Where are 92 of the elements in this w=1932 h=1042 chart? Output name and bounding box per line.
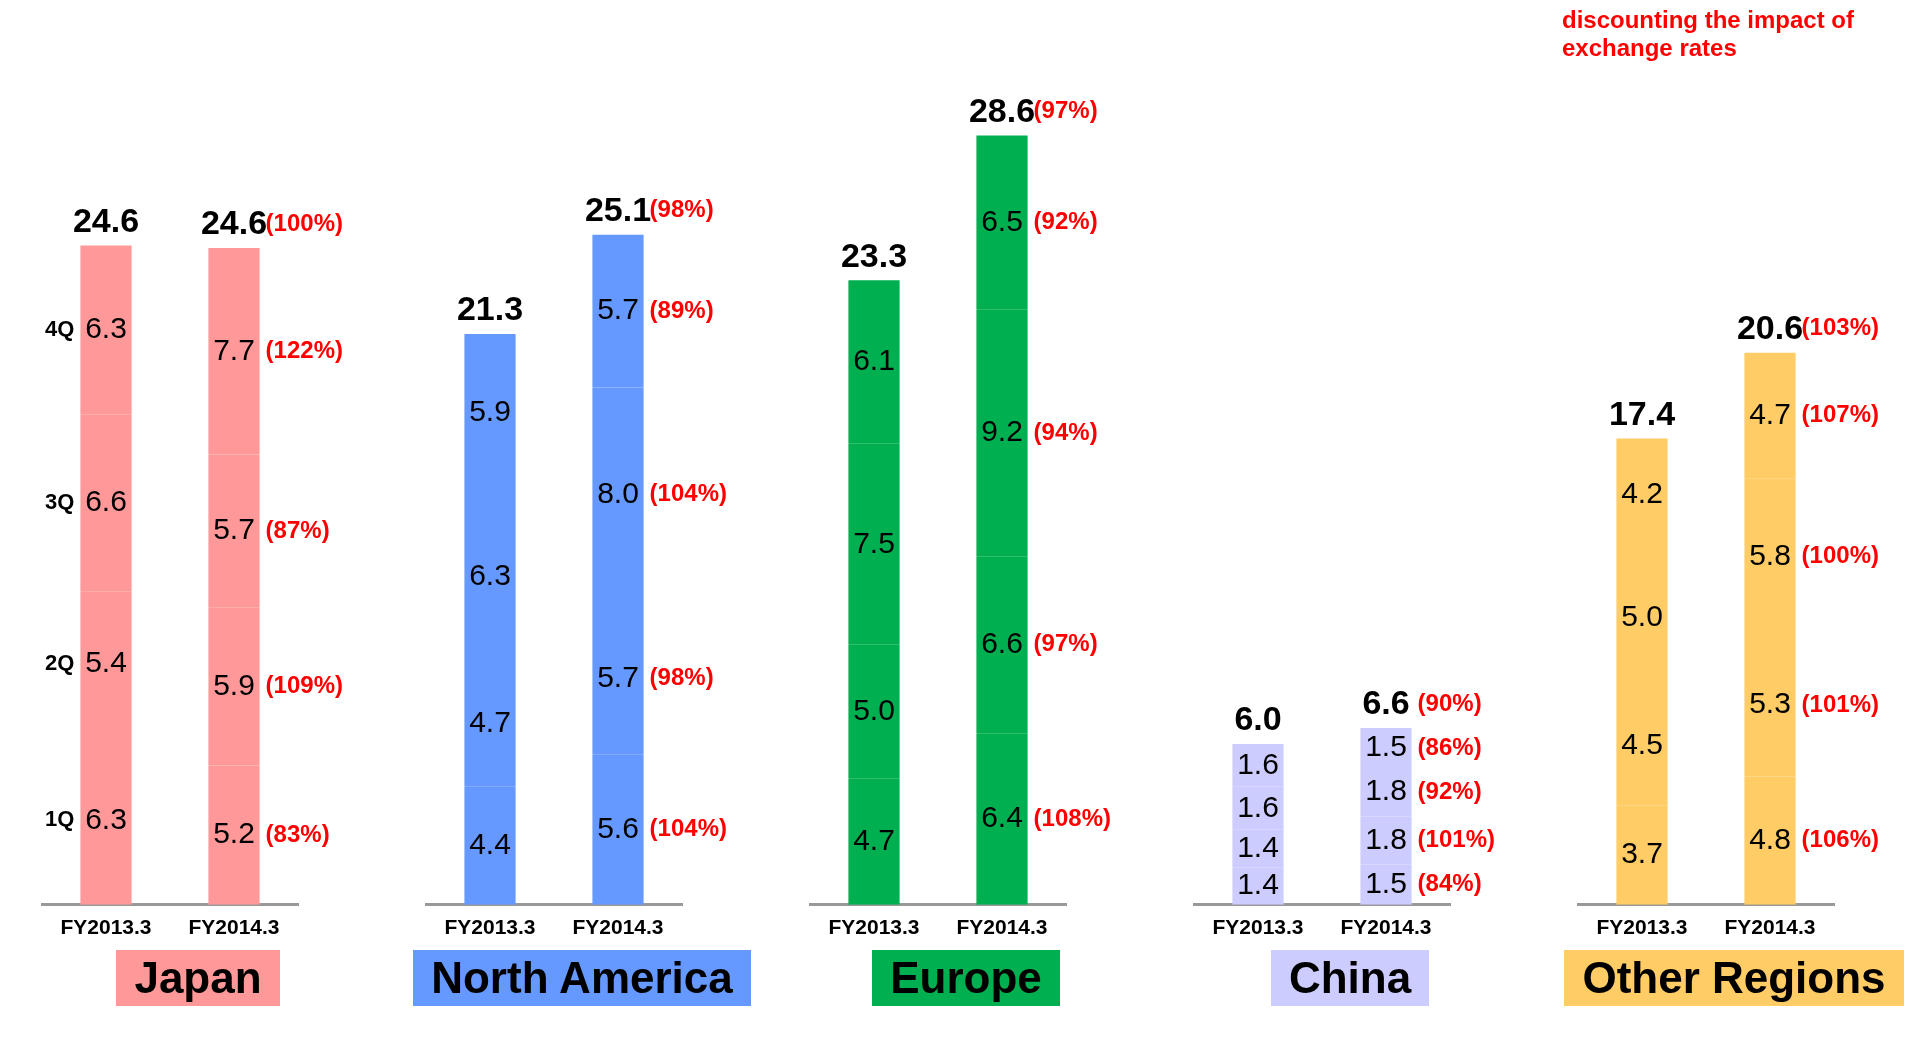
data-label: 3.7: [1621, 836, 1663, 870]
annotation: (109%): [265, 670, 343, 698]
total-label: 24.6: [72, 200, 140, 239]
data-label: 9.2: [981, 414, 1023, 448]
data-label: 5.0: [1621, 599, 1663, 633]
total-label: 17.4: [1608, 393, 1676, 432]
data-label: 5.7: [597, 659, 639, 693]
data-label: 6.3: [469, 557, 511, 591]
annotation: (86%): [1417, 732, 1482, 760]
total-label: 23.3: [840, 235, 908, 274]
data-label: 5.7: [597, 292, 639, 326]
data-label: 6.5: [981, 203, 1023, 237]
data-label: 5.7: [213, 512, 255, 546]
annotation: (101%): [1417, 825, 1495, 853]
x-tick-label: FY2013.3: [1596, 915, 1688, 939]
data-label: 1.5: [1365, 865, 1407, 899]
x-tick-label: FY2014.3: [1724, 915, 1816, 939]
annotation: (98%): [649, 662, 714, 690]
x-tick-label: FY2014.3: [188, 915, 280, 939]
data-label: 6.6: [981, 626, 1023, 660]
annotation: (94%): [1033, 417, 1098, 445]
text: China: [1270, 950, 1430, 1006]
text: (90%): [1417, 688, 1482, 716]
data-label: 4.8: [1749, 821, 1791, 855]
data-label: 8.0: [597, 475, 639, 509]
series-label: 2Q: [45, 649, 75, 675]
data-label: 6.4: [981, 800, 1023, 834]
series-label: 3Q: [45, 488, 75, 514]
data-label: 4.7: [469, 705, 511, 739]
data-label: 1.8: [1365, 773, 1407, 807]
total-label: 21.3: [456, 289, 524, 328]
x-tick-label: FY2013.3: [444, 915, 536, 939]
x-tick-label: FY2014.3: [1340, 915, 1432, 939]
annotation: (106%): [1801, 825, 1879, 853]
annotation: (84%): [1417, 869, 1482, 897]
annotation: (100%): [1801, 540, 1879, 568]
data-label: 7.7: [213, 332, 255, 366]
text: (97%): [1033, 96, 1098, 124]
data-label: 4.7: [1749, 396, 1791, 430]
data-label: 6.6: [85, 484, 127, 518]
total-label: 6.6: [1362, 683, 1410, 722]
annotation: (92%): [1033, 207, 1098, 235]
x-tick-label: FY2014.3: [572, 915, 664, 939]
x-tick-label: FY2013.3: [1212, 915, 1304, 939]
annotation: (101%): [1801, 689, 1879, 717]
total-label: 6.0: [1234, 699, 1282, 738]
data-label: 5.3: [1749, 686, 1791, 720]
data-label: 5.4: [85, 644, 127, 678]
annotation: (104%): [649, 814, 727, 842]
annotation: (97%): [1033, 629, 1098, 657]
data-label: 5.9: [213, 667, 255, 701]
data-label: 1.8: [1365, 821, 1407, 855]
data-label: 4.5: [1621, 726, 1663, 760]
text: (98%): [649, 195, 714, 223]
data-label: 4.4: [469, 827, 511, 861]
data-label: 5.2: [213, 816, 255, 850]
x-tick-label: FY2013.3: [60, 915, 152, 939]
annotation: (104%): [649, 479, 727, 507]
data-label: 1.4: [1237, 867, 1279, 901]
data-label: 1.4: [1237, 829, 1279, 863]
text: Europe: [872, 950, 1060, 1006]
data-label: 6.3: [85, 801, 127, 835]
annotation: (83%): [265, 819, 330, 847]
series-label: 4Q: [45, 315, 75, 341]
text: Japan: [116, 950, 280, 1006]
data-label: 1.6: [1237, 789, 1279, 823]
data-label: 5.0: [853, 693, 895, 727]
data-label: 6.1: [853, 343, 895, 377]
data-label: 4.2: [1621, 475, 1663, 509]
annotation: (89%): [649, 295, 714, 323]
text: (103%): [1801, 313, 1879, 341]
chart-subtitle: discounting the impact of exchange rates: [1562, 5, 1855, 62]
annotation: (92%): [1417, 776, 1482, 804]
data-label: 7.5: [853, 525, 895, 559]
data-label: 1.5: [1365, 729, 1407, 763]
series-label: 1Q: [45, 806, 75, 832]
annotation: (87%): [265, 515, 330, 543]
x-tick-label: FY2013.3: [828, 915, 920, 939]
data-label: 5.6: [597, 811, 639, 845]
annotation: (122%): [265, 335, 343, 363]
text: Other Regions: [1564, 950, 1904, 1006]
total-label: 25.1: [584, 190, 652, 229]
data-label: 4.7: [853, 823, 895, 857]
data-label: 5.9: [469, 394, 511, 428]
text: (100%): [265, 208, 343, 236]
data-label: 6.3: [85, 311, 127, 345]
text: North America: [413, 950, 751, 1006]
data-label: 5.8: [1749, 537, 1791, 571]
data-label: 1.6: [1237, 746, 1279, 780]
x-tick-label: FY2014.3: [956, 915, 1048, 939]
annotation: (108%): [1033, 803, 1111, 831]
annotation: (107%): [1801, 400, 1879, 428]
